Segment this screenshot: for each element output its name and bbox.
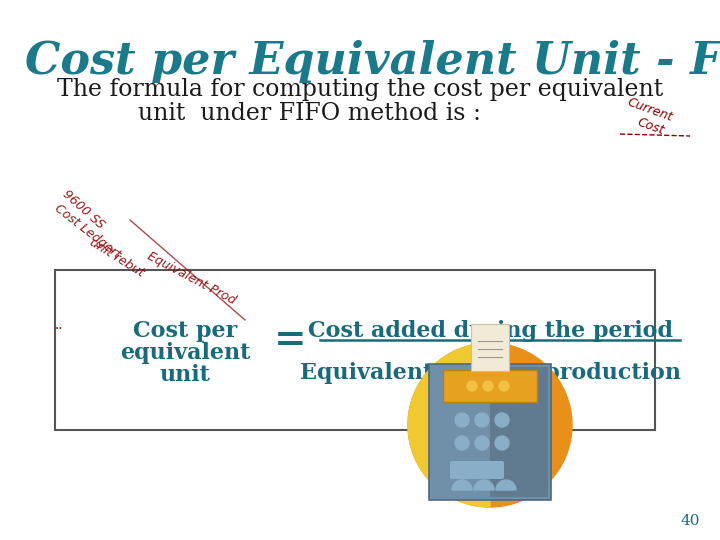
Text: Cost per: Cost per bbox=[133, 320, 237, 342]
FancyBboxPatch shape bbox=[429, 364, 551, 500]
Wedge shape bbox=[474, 480, 494, 490]
Text: ..: .. bbox=[55, 318, 63, 332]
Text: The formula for computing the cost per equivalent: The formula for computing the cost per e… bbox=[57, 78, 663, 101]
Circle shape bbox=[455, 413, 469, 427]
Circle shape bbox=[455, 436, 469, 450]
Text: Cost Ledgert: Cost Ledgert bbox=[52, 202, 123, 262]
FancyBboxPatch shape bbox=[55, 270, 655, 430]
Text: =: = bbox=[274, 321, 306, 359]
Circle shape bbox=[475, 436, 489, 450]
Circle shape bbox=[495, 413, 509, 427]
Text: Equivalent units of production: Equivalent units of production bbox=[300, 362, 680, 384]
Circle shape bbox=[483, 381, 493, 391]
Text: equivalent: equivalent bbox=[120, 342, 250, 364]
Text: 40: 40 bbox=[680, 514, 700, 528]
Text: Cost: Cost bbox=[635, 115, 665, 137]
Circle shape bbox=[499, 381, 509, 391]
Circle shape bbox=[495, 436, 509, 450]
Text: 9600 SS: 9600 SS bbox=[60, 188, 107, 232]
Text: Cost added during the period: Cost added during the period bbox=[307, 320, 672, 342]
FancyBboxPatch shape bbox=[450, 461, 504, 479]
Text: Current: Current bbox=[625, 96, 674, 124]
Text: Equivalent Prod: Equivalent Prod bbox=[145, 249, 238, 307]
Text: unit  under FIFO method is :: unit under FIFO method is : bbox=[138, 102, 482, 125]
FancyBboxPatch shape bbox=[443, 370, 537, 402]
FancyBboxPatch shape bbox=[471, 324, 509, 371]
Text: unit rebut: unit rebut bbox=[80, 231, 146, 279]
Wedge shape bbox=[452, 480, 472, 490]
Text: Cost per Equivalent Unit - FIFO: Cost per Equivalent Unit - FIFO bbox=[25, 40, 720, 83]
Circle shape bbox=[408, 343, 572, 507]
Circle shape bbox=[467, 381, 477, 391]
Text: unit: unit bbox=[160, 364, 210, 386]
Wedge shape bbox=[408, 343, 490, 507]
Wedge shape bbox=[496, 480, 516, 490]
FancyBboxPatch shape bbox=[490, 367, 548, 497]
Circle shape bbox=[475, 413, 489, 427]
